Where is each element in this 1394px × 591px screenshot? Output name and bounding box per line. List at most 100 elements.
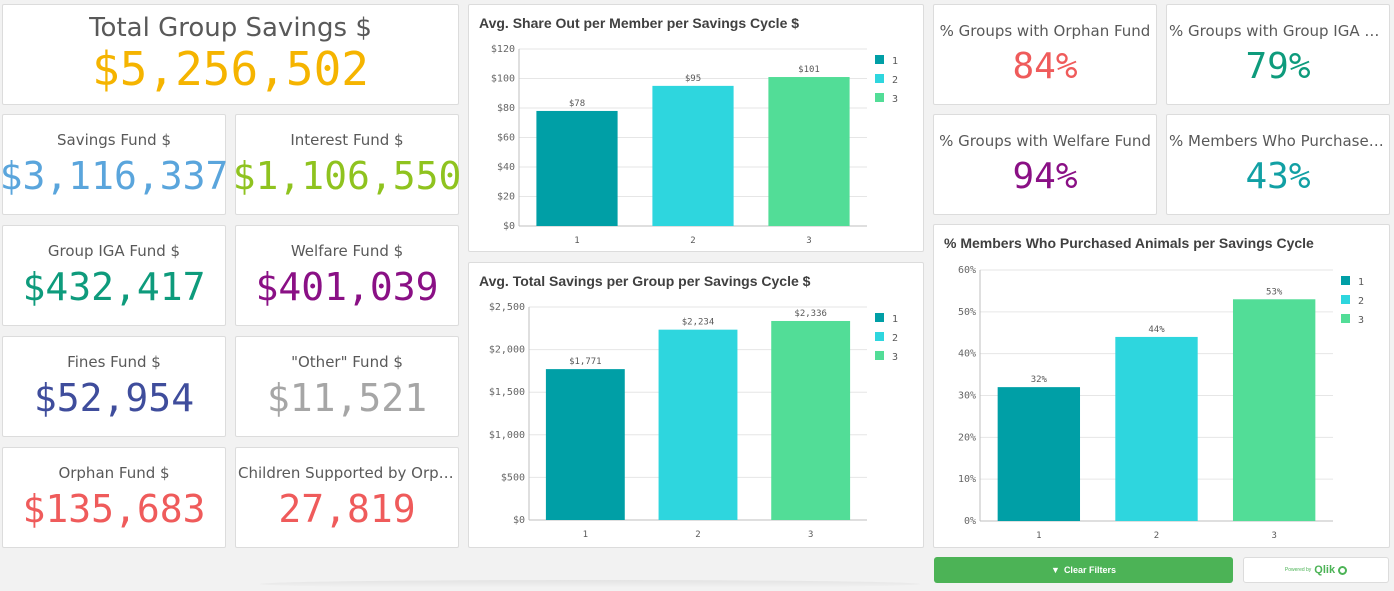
kpi-savings-fund[interactable]: Savings Fund $ $3,116,337: [0, 114, 229, 215]
y-tick-label: $100: [491, 74, 515, 85]
clear-filters-button[interactable]: ▼ Clear Filters: [934, 557, 1233, 583]
kpi-title: Interest Fund $: [290, 130, 404, 149]
data-label: $78: [569, 99, 585, 109]
share-out-bar-chart: $0 $20 $40 $60 $80 $100 $120 $78 1 $95 2 $101 3 1 2 3: [491, 44, 898, 246]
y-tick-label: $1,500: [489, 387, 525, 398]
data-label: 53%: [1266, 287, 1283, 297]
y-tick-label: 30%: [958, 391, 976, 402]
kpi-children-supported[interactable]: Children Supported by Orpha... 27,819: [235, 447, 459, 548]
legend-label: 3: [1358, 315, 1364, 326]
kpi-value: $11,521: [266, 375, 428, 420]
data-label: 44%: [1148, 325, 1165, 335]
bar: [545, 369, 625, 520]
legend-swatch: [875, 332, 884, 341]
qlik-powered-by-button[interactable]: Powered by Qlik: [1243, 557, 1389, 583]
x-tick-label: 3: [806, 236, 811, 246]
data-label: $2,336: [794, 309, 827, 319]
kpi-interest-fund[interactable]: Interest Fund $ $1,106,550: [232, 114, 462, 215]
data-label: $101: [798, 65, 820, 75]
kpi-title: Fines Fund $: [67, 352, 161, 371]
x-tick-label: 1: [583, 530, 588, 540]
data-label: 32%: [1031, 375, 1048, 385]
kpi-value: 94%: [1012, 155, 1078, 197]
kpi-title: Children Supported by Orpha...: [238, 463, 458, 482]
chart-animals-purchased[interactable]: % Members Who Purchased Animals per Savi…: [933, 224, 1390, 548]
chart-title: Avg. Share Out per Member per Savings Cy…: [479, 15, 800, 31]
y-tick-label: $500: [501, 472, 525, 483]
kpi-title: Total Group Savings $: [89, 13, 372, 44]
kpi-title: Savings Fund $: [56, 130, 172, 149]
bar: [1232, 299, 1316, 521]
chart-title: % Members Who Purchased Animals per Savi…: [944, 235, 1314, 251]
x-tick-label: 1: [574, 236, 579, 246]
y-tick-label: 10%: [958, 474, 976, 485]
kpi-fines-fund[interactable]: Fines Fund $ $52,954: [2, 336, 226, 437]
kpi-value: $432,417: [22, 264, 206, 309]
powered-by-label: Powered by: [1284, 566, 1312, 573]
x-tick-label: 3: [1271, 531, 1276, 541]
kpi-value: $3,116,337: [0, 153, 229, 198]
kpi-title: % Members Who Purchased A...: [1169, 131, 1389, 150]
kpi-value: $401,039: [255, 264, 439, 309]
kpi-total-group-savings[interactable]: Total Group Savings $ $5,256,502: [2, 4, 459, 105]
filter-clear-icon: ▼: [1051, 565, 1060, 575]
kpi-welfare-fund[interactable]: Welfare Fund $ $401,039: [235, 225, 459, 326]
legend-swatch: [1341, 295, 1350, 304]
kpi-value: $135,683: [22, 486, 206, 531]
legend-label: 1: [892, 314, 898, 325]
y-tick-label: $2,000: [489, 345, 525, 356]
chart-total-savings[interactable]: Avg. Total Savings per Group per Savings…: [468, 262, 924, 548]
x-tick-label: 2: [690, 236, 695, 246]
data-label: $2,234: [682, 318, 715, 328]
y-tick-label: $80: [497, 103, 515, 114]
legend-swatch: [875, 313, 884, 322]
legend-label: 1: [1358, 277, 1364, 288]
kpi-title: Orphan Fund $: [58, 463, 170, 482]
y-tick-label: $2,500: [489, 302, 525, 313]
legend-swatch: [1341, 276, 1350, 285]
legend-swatch: [1341, 314, 1350, 323]
kpi-title: "Other" Fund $: [291, 352, 403, 371]
y-tick-label: 20%: [958, 432, 976, 443]
x-tick-label: 2: [1154, 531, 1159, 541]
kpi-pct-orphan-fund[interactable]: % Groups with Orphan Fund 84%: [933, 4, 1157, 105]
kpi-value: 79%: [1245, 45, 1311, 87]
kpi-value: 84%: [1012, 45, 1078, 87]
bar: [768, 77, 850, 227]
x-tick-label: 1: [1036, 531, 1041, 541]
kpi-pct-group-iga-fund[interactable]: % Groups with Group IGA Fund 79%: [1166, 4, 1390, 105]
y-tick-label: 40%: [958, 349, 976, 360]
chart-share-out[interactable]: Avg. Share Out per Member per Savings Cy…: [468, 4, 924, 252]
kpi-title: Welfare Fund $: [290, 241, 404, 260]
qlik-logo-icon: [1338, 565, 1348, 575]
clear-filters-label: Clear Filters: [1063, 565, 1116, 575]
bar: [771, 320, 851, 520]
y-tick-label: $20: [497, 192, 515, 203]
bar: [997, 387, 1081, 521]
scroll-shadow: [260, 580, 920, 588]
kpi-group-iga-fund[interactable]: Group IGA Fund $ $432,417: [2, 225, 226, 326]
kpi-title: Group IGA Fund $: [47, 241, 181, 260]
x-tick-label: 3: [808, 530, 813, 540]
legend-label: 2: [1358, 296, 1364, 307]
kpi-other-fund[interactable]: "Other" Fund $ $11,521: [235, 336, 459, 437]
y-tick-label: $0: [503, 221, 515, 232]
y-tick-label: $40: [497, 162, 515, 173]
y-tick-label: 60%: [958, 265, 976, 276]
animals-purchased-bar-chart: 0% 10% 20% 30% 40% 50% 60% 32% 1 44% 2 53% 3 1 2 3: [958, 265, 1364, 541]
legend-swatch: [875, 351, 884, 360]
kpi-orphan-fund[interactable]: Orphan Fund $ $135,683: [2, 447, 226, 548]
chart-title: Avg. Total Savings per Group per Savings…: [479, 273, 811, 289]
x-tick-label: 2: [695, 530, 700, 540]
y-tick-label: $1,000: [489, 430, 525, 441]
qlik-logo-text: Qlik: [1314, 564, 1336, 576]
legend-label: 2: [892, 75, 898, 86]
kpi-value: $1,106,550: [232, 153, 462, 198]
kpi-pct-purchased-animals[interactable]: % Members Who Purchased A... 43%: [1166, 114, 1390, 215]
kpi-pct-welfare-fund[interactable]: % Groups with Welfare Fund 94%: [933, 114, 1157, 215]
kpi-value: $5,256,502: [92, 42, 369, 97]
data-label: $95: [685, 74, 701, 84]
bar: [658, 329, 738, 520]
legend-label: 1: [892, 56, 898, 67]
legend-label: 3: [892, 94, 898, 105]
